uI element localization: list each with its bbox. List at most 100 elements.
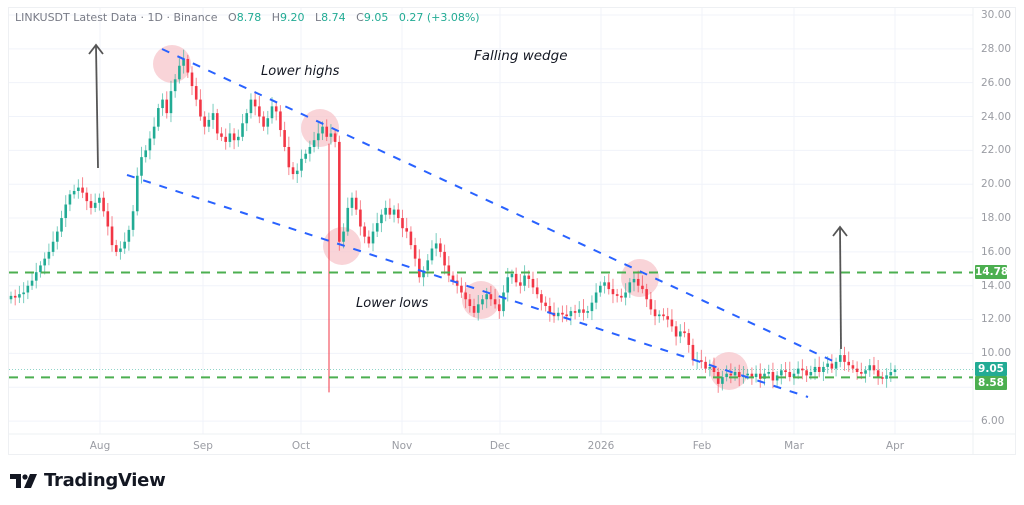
- candle-body: [279, 111, 282, 131]
- time-tick: Nov: [391, 440, 413, 452]
- candle-body: [228, 133, 232, 142]
- symbol-legend: LINKUSDT Latest Data · 1D · Binance O8.7…: [15, 11, 480, 24]
- candle-body: [615, 294, 619, 296]
- price-tick: 22.00: [981, 144, 1012, 156]
- candle-body: [72, 190, 76, 195]
- candle-body: [851, 365, 855, 369]
- candle-body: [514, 273, 518, 283]
- price-tick: 14.00: [981, 280, 1012, 292]
- candle-body: [396, 209, 400, 219]
- close-value: 9.05: [363, 11, 389, 24]
- candle-body: [93, 202, 97, 208]
- candle-body: [182, 58, 185, 66]
- candle-body: [434, 243, 438, 249]
- candle-body: [401, 218, 404, 229]
- candle-body: [586, 311, 590, 313]
- candle-body: [169, 91, 173, 114]
- candle-body: [266, 118, 270, 127]
- price-tick: 10.00: [981, 347, 1012, 359]
- time-tick: Mar: [784, 440, 804, 452]
- candle-body: [443, 251, 446, 266]
- candle-body: [464, 292, 467, 300]
- candle-body: [565, 314, 568, 317]
- candle-body: [148, 138, 152, 151]
- annotation-lower-highs: Lower highs: [261, 64, 340, 79]
- candle-body: [127, 229, 131, 242]
- candle-body: [556, 312, 560, 317]
- candle-body: [262, 116, 265, 127]
- price-tick: 28.00: [981, 43, 1012, 55]
- tradingview-logo[interactable]: TradingView: [10, 470, 166, 491]
- candle-body: [721, 377, 724, 384]
- candle-body: [489, 294, 493, 300]
- candle-body: [144, 150, 148, 158]
- candle-body: [430, 248, 434, 261]
- candle-body: [274, 106, 278, 112]
- candle-body: [13, 295, 17, 298]
- candle-body: [367, 236, 371, 244]
- candle-body: [321, 126, 324, 134]
- candle-body: [801, 368, 804, 371]
- candle-body: [98, 197, 101, 203]
- time-tick: Aug: [89, 440, 111, 452]
- candle-body: [649, 299, 653, 310]
- candle-body: [763, 373, 766, 379]
- candle-body: [872, 365, 876, 371]
- candle-body: [392, 209, 396, 215]
- candle-body: [485, 294, 488, 300]
- candle-body: [363, 226, 366, 237]
- candle-body: [826, 363, 829, 367]
- candle-body: [624, 292, 627, 298]
- candle-body: [607, 282, 611, 290]
- candle-body: [114, 245, 118, 252]
- arrow-left-shaft: [95, 45, 99, 169]
- candle-body: [468, 299, 472, 307]
- candle-body: [864, 370, 867, 374]
- candle-body: [540, 294, 543, 303]
- candle-body: [860, 372, 863, 374]
- candle-body: [885, 375, 888, 379]
- candle-body: [594, 292, 598, 303]
- candle-body: [110, 226, 114, 246]
- candle-body: [687, 333, 691, 345]
- candle-body: [342, 231, 345, 242]
- candle-body: [119, 248, 122, 252]
- candle-body: [641, 285, 644, 290]
- candle-body: [657, 314, 661, 317]
- candle-body: [561, 312, 564, 315]
- candle-body: [312, 140, 316, 147]
- candle-body: [750, 373, 754, 378]
- candle-body: [22, 292, 25, 295]
- candle-body: [207, 119, 211, 127]
- candle-body: [194, 86, 198, 100]
- time-tick: Apr: [885, 440, 905, 452]
- candle-body: [157, 108, 160, 127]
- candle-body: [771, 372, 775, 381]
- candle-body: [371, 231, 375, 244]
- candle-body: [186, 58, 190, 73]
- candle-body: [599, 285, 602, 293]
- candle-body: [805, 370, 808, 376]
- candle-body: [47, 251, 51, 259]
- candle-body: [476, 304, 480, 313]
- candle-body: [161, 99, 164, 109]
- candle-body: [519, 282, 522, 286]
- candle-body: [316, 133, 320, 141]
- candle-body: [733, 372, 737, 376]
- price-tick: 12.00: [981, 313, 1012, 325]
- symbol-title: LINKUSDT Latest Data · 1D · Binance: [15, 11, 218, 24]
- candle-body: [333, 133, 337, 142]
- candle-body: [796, 368, 800, 374]
- candle-body: [68, 194, 72, 205]
- candle-body: [270, 106, 274, 119]
- price-tick: 6.00: [981, 415, 1005, 427]
- candle-body: [245, 113, 249, 124]
- highlight-circle: [153, 45, 191, 83]
- price-tick: 26.00: [981, 77, 1012, 89]
- candle-body: [418, 258, 421, 278]
- candle-body: [653, 309, 657, 317]
- candle-body: [85, 192, 89, 202]
- candle-body: [165, 99, 169, 114]
- candle-body: [843, 355, 846, 362]
